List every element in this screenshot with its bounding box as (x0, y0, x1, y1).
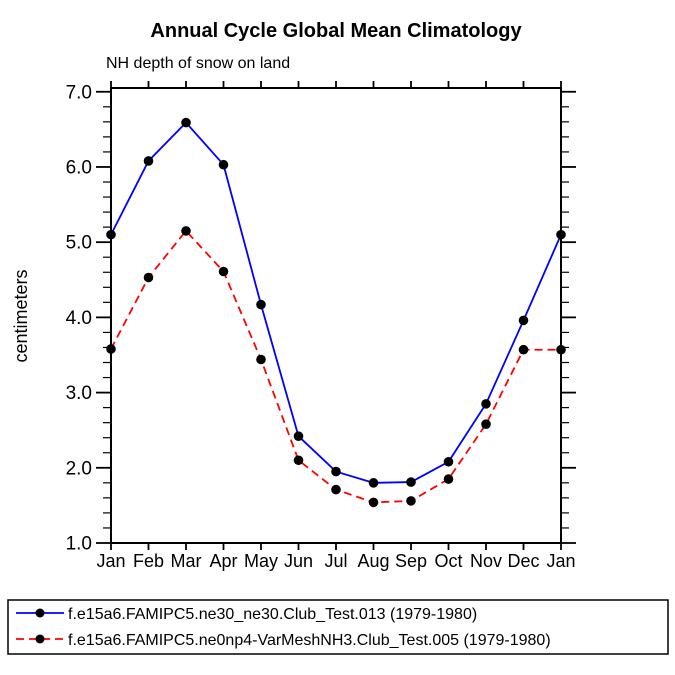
data-point-marker-0 (406, 477, 416, 487)
month-label: Oct (434, 551, 462, 571)
data-point-marker-1 (106, 344, 116, 354)
data-point-marker-1 (256, 354, 266, 365)
plot-area (106, 117, 566, 508)
month-label: Jan (96, 551, 125, 571)
plot-box (110, 87, 562, 544)
y-tick-label: 2.0 (66, 458, 92, 479)
data-point-marker-1 (406, 496, 416, 506)
legend: f.e15a6.FAMIPC5.ne30_ne30.Club_Test.013 … (7, 599, 669, 655)
month-label: Sep (395, 551, 427, 571)
month-label: Jul (324, 551, 347, 571)
month-label: May (244, 551, 278, 571)
month-label: Aug (357, 551, 389, 571)
series-line-0 (110, 121, 562, 484)
data-point-marker-0 (331, 466, 341, 477)
data-point-marker-1 (368, 497, 379, 508)
month-label: Apr (209, 551, 237, 571)
data-point-marker-0 (518, 315, 529, 326)
y-axis-label: centimeters (11, 269, 31, 362)
data-point-marker-0 (181, 117, 191, 128)
month-label: Dec (507, 551, 539, 571)
month-label: Nov (470, 551, 502, 571)
data-point-marker-0 (106, 229, 116, 240)
data-point-marker-0 (556, 229, 566, 240)
chart-title: Annual Cycle Global Mean Climatology (150, 20, 522, 42)
legend-label-1: f.e15a6.FAMIPC5.ne0np4-VarMeshNH3.Club_T… (68, 632, 551, 649)
data-point-marker-0 (481, 399, 491, 409)
data-point-marker-1 (331, 484, 341, 495)
data-point-marker-1 (293, 455, 304, 466)
data-point-marker-0 (218, 159, 229, 170)
legend-sample-marker-0 (35, 608, 45, 618)
legend-samples (16, 608, 64, 644)
data-point-marker-1 (143, 272, 154, 283)
data-point-marker-1 (218, 266, 229, 277)
month-label: Mar (171, 551, 202, 571)
data-point-marker-0 (143, 156, 154, 166)
data-point-marker-1 (443, 474, 454, 484)
chart-subtitle: NH depth of snow on land (106, 55, 290, 72)
legend-box (7, 599, 669, 655)
series-line-1 (110, 229, 561, 504)
month-label: Jun (284, 551, 313, 571)
month-label: Jan (546, 551, 575, 571)
y-tick-label: 1.0 (66, 534, 92, 555)
y-tick-label: 4.0 (66, 308, 92, 329)
legend-label-0: f.e15a6.FAMIPC5.ne30_ne30.Club_Test.013 … (68, 606, 477, 623)
data-point-marker-0 (443, 456, 454, 467)
data-point-marker-1 (481, 419, 491, 429)
data-point-marker-1 (181, 226, 191, 236)
month-label: Feb (133, 551, 164, 571)
y-tick-label: 6.0 (66, 157, 92, 178)
y-tick-label: 7.0 (66, 82, 92, 103)
data-point-marker-0 (368, 478, 379, 488)
data-point-marker-1 (556, 344, 566, 355)
legend-sample-marker-1 (35, 634, 45, 644)
y-tick-label: 5.0 (66, 233, 92, 254)
data-point-marker-0 (293, 431, 304, 442)
data-point-marker-0 (256, 299, 266, 310)
y-tick-label: 3.0 (66, 383, 92, 404)
data-point-marker-1 (518, 344, 529, 355)
plot-axes: 1.0 2.0 3.0 4.0 5.0 6.0 7.0 Jan Feb Mar Apr May Jun J… (66, 81, 576, 571)
